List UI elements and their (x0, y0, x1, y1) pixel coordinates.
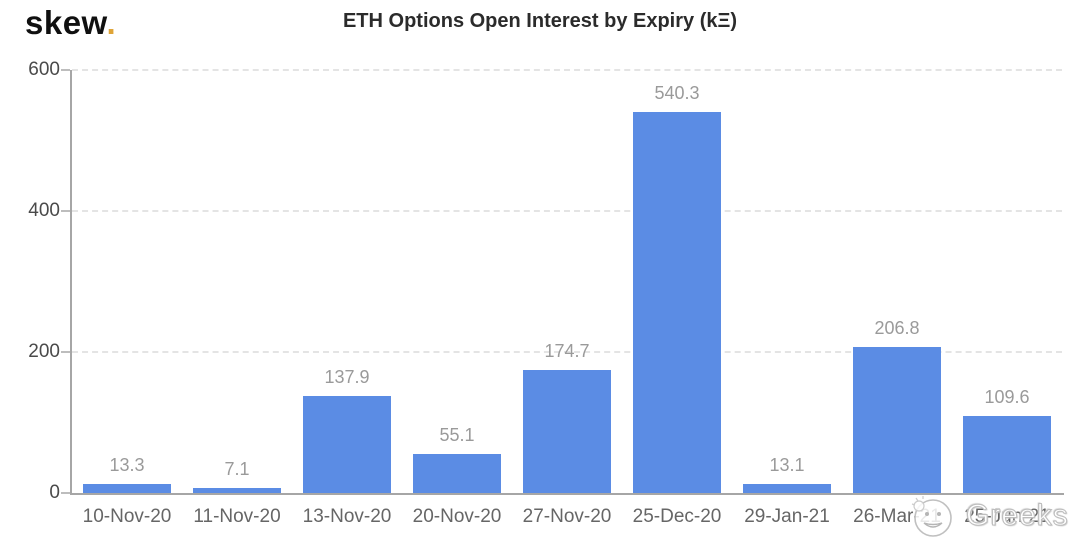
bar-26-Mar-21[interactable] (853, 347, 941, 493)
x-tick-label-25-Dec-20: 25-Dec-20 (632, 506, 722, 527)
gridline-200 (72, 351, 1062, 353)
value-label-25-Dec-20: 540.3 (654, 83, 700, 103)
x-tick-label-13-Nov-20: 13-Nov-20 (302, 506, 392, 527)
x-tick-label-20-Nov-20: 20-Nov-20 (412, 506, 502, 527)
bar-25-Dec-20[interactable] (633, 112, 721, 493)
bar-20-Nov-20[interactable] (413, 454, 501, 493)
watermark-text: Greeks (966, 499, 1069, 533)
value-label-26-Mar-21: 206.8 (874, 318, 920, 338)
value-label-29-Jan-21: 13.1 (769, 455, 805, 475)
y-tick-mark-600 (61, 69, 70, 71)
x-tick-label-25-Jun-21: 25-Jun-21 (964, 506, 1050, 527)
bar-29-Jan-21[interactable] (743, 484, 831, 493)
y-tick-label-0: 0 (49, 482, 60, 503)
y-tick-label-400: 400 (28, 200, 60, 221)
skew-logo: skew. (25, 4, 116, 42)
x-tick-label-27-Nov-20: 27-Nov-20 (522, 506, 612, 527)
chart-title: ETH Options Open Interest by Expiry (kΞ) (342, 10, 738, 32)
bar-11-Nov-20[interactable] (193, 488, 281, 493)
y-tick-mark-400 (61, 210, 70, 212)
gridline-600 (72, 69, 1062, 71)
value-label-11-Nov-20: 7.1 (224, 459, 250, 479)
value-label-27-Nov-20: 174.7 (544, 341, 590, 361)
value-label-13-Nov-20: 137.9 (324, 367, 370, 387)
gridline-400 (72, 210, 1062, 212)
value-label-10-Nov-20: 13.3 (109, 455, 145, 475)
plot-area: 13.3 10-Nov-20 7.1 11-Nov-20 137.9 13-Nov-20 5… (72, 69, 1062, 527)
x-tick-label-29-Jan-21: 29-Jan-21 (744, 506, 830, 527)
y-axis-line (70, 70, 72, 495)
bar-25-Jun-21[interactable] (963, 416, 1051, 493)
bar-13-Nov-20[interactable] (303, 396, 391, 493)
watermark: Greeks (908, 492, 1069, 540)
y-tick-mark-200 (61, 351, 70, 353)
y-tick-mark-0 (61, 492, 70, 494)
y-tick-label-200: 200 (28, 341, 60, 362)
x-tick-label-11-Nov-20: 11-Nov-20 (193, 506, 281, 527)
bar-27-Nov-20[interactable] (523, 370, 611, 493)
value-label-25-Jun-21: 109.6 (984, 387, 1030, 407)
smiley-face-icon (911, 496, 952, 537)
logo-dot: . (106, 4, 117, 41)
bar-10-Nov-20[interactable] (83, 484, 171, 493)
y-tick-label-600: 600 (28, 59, 60, 80)
value-label-20-Nov-20: 55.1 (439, 425, 475, 445)
logo-text: skew (25, 4, 107, 41)
x-axis-line (70, 493, 1064, 495)
x-tick-label-10-Nov-20: 10-Nov-20 (82, 506, 172, 527)
